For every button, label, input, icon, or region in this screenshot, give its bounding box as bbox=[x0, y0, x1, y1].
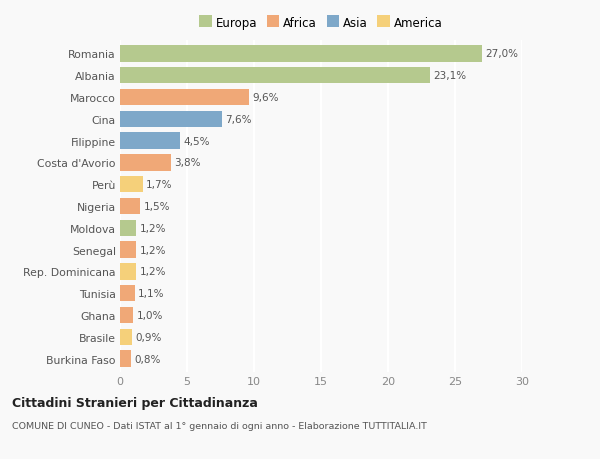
Bar bbox=[120, 90, 248, 106]
Bar bbox=[120, 46, 482, 62]
Text: 7,6%: 7,6% bbox=[225, 115, 251, 124]
Text: 1,2%: 1,2% bbox=[139, 245, 166, 255]
Bar bbox=[120, 112, 222, 128]
Bar bbox=[120, 220, 136, 236]
Text: COMUNE DI CUNEO - Dati ISTAT al 1° gennaio di ogni anno - Elaborazione TUTTITALI: COMUNE DI CUNEO - Dati ISTAT al 1° genna… bbox=[12, 421, 427, 430]
Bar bbox=[120, 177, 143, 193]
Text: 1,7%: 1,7% bbox=[146, 180, 173, 190]
Text: 23,1%: 23,1% bbox=[433, 71, 466, 81]
Bar bbox=[120, 68, 430, 84]
Bar bbox=[120, 307, 133, 324]
Text: 0,9%: 0,9% bbox=[136, 332, 162, 342]
Bar bbox=[120, 351, 131, 367]
Text: Cittadini Stranieri per Cittadinanza: Cittadini Stranieri per Cittadinanza bbox=[12, 396, 258, 409]
Text: 9,6%: 9,6% bbox=[252, 93, 278, 103]
Legend: Europa, Africa, Asia, America: Europa, Africa, Asia, America bbox=[197, 14, 445, 32]
Text: 1,5%: 1,5% bbox=[143, 202, 170, 212]
Text: 1,2%: 1,2% bbox=[139, 267, 166, 277]
Text: 4,5%: 4,5% bbox=[184, 136, 210, 146]
Bar bbox=[120, 133, 180, 150]
Text: 3,8%: 3,8% bbox=[174, 158, 201, 168]
Text: 1,2%: 1,2% bbox=[139, 223, 166, 233]
Bar bbox=[120, 155, 171, 171]
Text: 1,1%: 1,1% bbox=[138, 289, 164, 298]
Bar bbox=[120, 285, 135, 302]
Bar bbox=[120, 242, 136, 258]
Text: 0,8%: 0,8% bbox=[134, 354, 160, 364]
Bar bbox=[120, 329, 132, 345]
Bar bbox=[120, 198, 140, 215]
Text: 1,0%: 1,0% bbox=[137, 310, 163, 320]
Text: 27,0%: 27,0% bbox=[485, 50, 518, 59]
Bar bbox=[120, 263, 136, 280]
